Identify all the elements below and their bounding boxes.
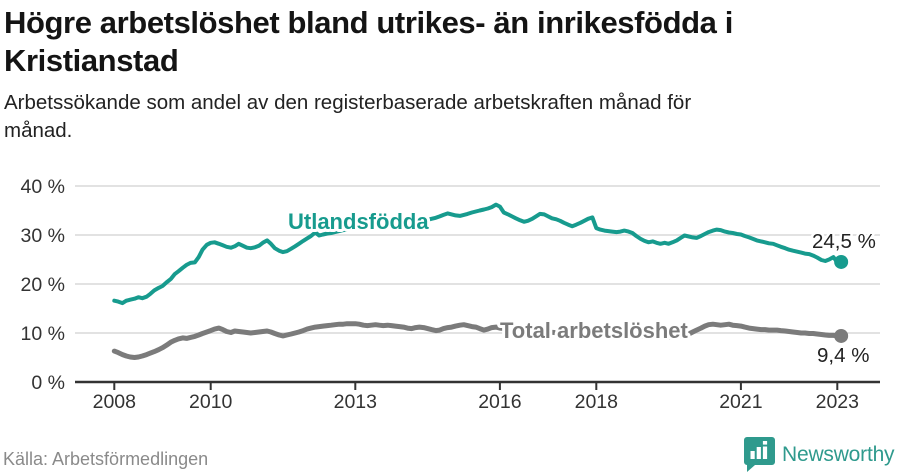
subtitle-line-2: månad. [4,119,73,142]
x-tick-label-2010: 2010 [189,391,233,413]
x-tick-label-2016: 2016 [478,391,521,413]
source-note: Källa: Arbetsförmedlingen [3,449,209,469]
chart-header: Högre arbetslöshet bland utrikes- än inr… [4,4,896,145]
logo-dot [762,441,768,445]
series-line-total [111,321,844,360]
series-label-utlandsfodda: Utlandsfödda [288,209,429,234]
x-tick-label-2018: 2018 [575,391,618,413]
newsworthy-logo-icon [744,437,775,472]
newsworthy-logo: Newsworthy [744,436,895,473]
end-value-label-utlandsfodda: 24,5 % [812,230,876,253]
y-tick-label-30: 30 % [21,225,65,247]
y-tick-label-40: 40 % [21,176,65,198]
x-tick-label-2021: 2021 [719,391,762,413]
logo-bar-medium [756,447,761,459]
subtitle-line-1: Arbetssökande som andel av den registerb… [4,91,692,114]
y-tick-label-10: 10 % [21,323,65,345]
series-end-dot-utlandsfodda [834,254,849,269]
y-tick-label-0: 0 % [31,372,65,394]
page-title: Högre arbetslöshet bland utrikes- än inr… [4,4,896,80]
x-tick-label-2013: 2013 [334,391,377,413]
series-end-dot-total [834,328,849,343]
title-line-2: Kristianstad [4,43,179,78]
end-value-label-total: 9,4 % [817,344,869,367]
x-tick-label-2023: 2023 [816,391,859,413]
logo-bar-short [750,451,755,459]
chart-subtitle: Arbetssökande som andel av den registerb… [4,89,896,145]
title-line-1: Högre arbetslöshet bland utrikes- än inr… [4,5,733,40]
x-tick-label-2008: 2008 [93,391,136,413]
series-line-utlandsfodda [112,202,844,306]
brand-name: Newsworthy [782,442,895,466]
logo-bar-tall [762,446,768,459]
series-label-total: Total arbetslöshet [500,318,689,343]
y-tick-label-20: 20 % [21,274,65,296]
